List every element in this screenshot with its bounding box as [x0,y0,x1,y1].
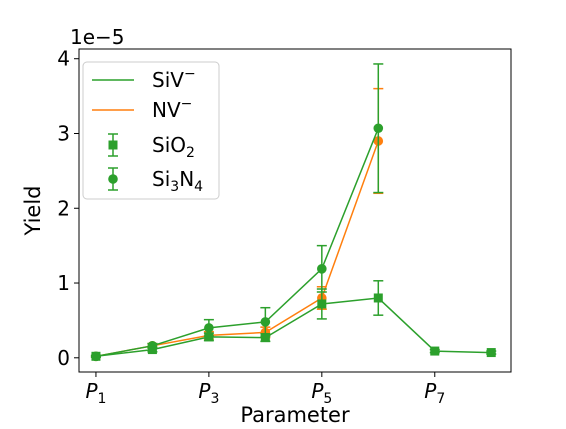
y-tick-label: 1 [57,271,70,295]
y-axis-label: Yield [21,186,45,237]
legend-box [82,61,220,200]
siv_si3n4-point [373,123,384,134]
x-tick-label: P5 [311,379,332,407]
y-tick-label: 0 [57,346,70,370]
siv_sio2-line [95,297,492,358]
y-tick-label: 2 [57,196,70,220]
siv_si3n4-point [204,323,214,333]
siv_sio2-point [430,346,440,356]
siv_si3n4-point [147,341,158,351]
legend-entry-label: SiV− [152,66,196,92]
siv_si3n4-point [260,317,271,327]
legend-square-marker [108,140,118,150]
legend-entry-label: NV− [152,96,192,122]
siv_sio2-point [486,348,496,358]
siv_si3n4-point [317,264,327,274]
legend-entry-label: SiO2 [152,133,195,161]
legend-entry-label: Si3N4 [152,167,203,195]
y-offset-text: 1e−5 [70,25,125,49]
siv_sio2-point [260,333,270,343]
y-tick-label: 3 [57,121,70,145]
ticks-layer: 0 1 2 3 4 P1 P3 P5 P7 [57,47,445,407]
siv_si3n4-point [91,351,101,362]
plot-frame [78,48,512,373]
legend-circle-marker [108,174,118,184]
series-layer [90,63,497,362]
y-tick-label: 4 [57,47,70,71]
x-tick-label: P3 [198,379,219,407]
siv_sio2-point [317,299,327,309]
siv_si3n4-line [95,128,379,358]
x-tick-label: P1 [85,379,106,407]
siv_sio2-point [373,293,383,303]
x-axis-label: Parameter [240,403,350,425]
legend: SiV− NV− SiO2 Si3N4 [82,61,220,200]
x-tick-label: P7 [424,379,445,407]
